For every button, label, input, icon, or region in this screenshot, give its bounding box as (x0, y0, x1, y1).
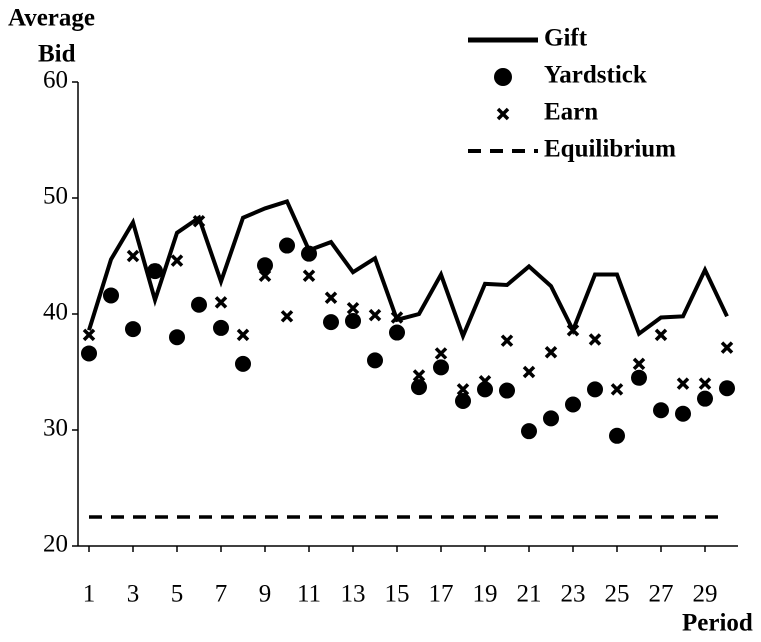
x-tick-label: 25 (605, 581, 630, 608)
y-tick-label: 30 (43, 415, 68, 442)
point (345, 312, 361, 329)
point (390, 311, 404, 324)
point (301, 245, 317, 262)
y-tick-label: 40 (43, 299, 68, 326)
x-tick-label: 13 (341, 581, 366, 608)
point (323, 314, 339, 331)
point (257, 257, 273, 274)
point (522, 365, 536, 379)
point (698, 377, 712, 390)
point (697, 390, 713, 407)
point (126, 249, 140, 263)
x-tick-label: 15 (385, 581, 410, 608)
point (389, 324, 405, 341)
point (566, 324, 580, 337)
point (81, 345, 97, 362)
point (565, 396, 581, 413)
point (279, 237, 295, 254)
point (214, 296, 228, 309)
point (588, 333, 602, 346)
x-tick-label: 7 (215, 581, 228, 608)
series-line (87, 199, 729, 342)
x-tick-label: 3 (127, 581, 140, 608)
point (654, 328, 668, 342)
x-tick-label: 9 (259, 581, 272, 608)
point (368, 308, 382, 322)
x-tick-label: 29 (693, 581, 718, 608)
x-tick-label: 23 (561, 581, 586, 608)
x-tick-label: 1 (83, 581, 96, 608)
point (543, 410, 559, 427)
point (434, 347, 448, 360)
point (302, 269, 316, 282)
point (632, 357, 646, 371)
point (521, 423, 537, 440)
point (148, 263, 162, 277)
x-tick-label: 17 (429, 581, 454, 608)
legend-label: Yardstick (544, 62, 647, 89)
point (411, 379, 427, 396)
point (609, 427, 625, 444)
x-tick-label: 27 (649, 581, 674, 608)
point (653, 402, 669, 419)
x-tick-label: 11 (297, 581, 321, 608)
point (324, 291, 338, 304)
legend-label: Gift (544, 25, 588, 52)
point (170, 254, 184, 267)
legend-label: Earn (544, 99, 598, 126)
point (433, 359, 449, 376)
y-tick-label: 20 (43, 531, 68, 558)
point (456, 383, 470, 396)
point (455, 393, 471, 409)
y-axis-label: Average (8, 5, 95, 32)
legend-label: Equilibrium (544, 136, 676, 163)
point (191, 296, 207, 313)
point (499, 382, 515, 399)
point (631, 369, 647, 386)
point (213, 319, 229, 336)
y-axis-label: Bid (38, 41, 76, 68)
point (544, 346, 558, 359)
point (235, 355, 251, 372)
point (125, 321, 141, 338)
y-tick-label: 50 (43, 183, 68, 210)
x-tick-label: 5 (171, 581, 184, 608)
point (104, 289, 118, 302)
point (477, 381, 493, 398)
point (169, 329, 185, 346)
point (346, 301, 360, 315)
point (258, 269, 272, 282)
legend-swatch (494, 68, 512, 86)
point (610, 383, 624, 396)
point (587, 381, 603, 398)
point (236, 328, 250, 342)
point (192, 214, 206, 228)
point (720, 341, 734, 354)
x-tick-label: 21 (517, 581, 542, 608)
point (280, 310, 294, 323)
point (478, 375, 492, 388)
point (500, 334, 514, 347)
point (719, 380, 735, 397)
point (82, 328, 96, 342)
point (676, 377, 690, 390)
x-tick-label: 19 (473, 581, 498, 608)
legend-swatch (496, 107, 510, 121)
x-axis-label: Period (682, 610, 753, 637)
point (367, 352, 383, 369)
point (412, 369, 426, 382)
point (675, 405, 691, 422)
y-tick-label: 60 (43, 67, 68, 94)
